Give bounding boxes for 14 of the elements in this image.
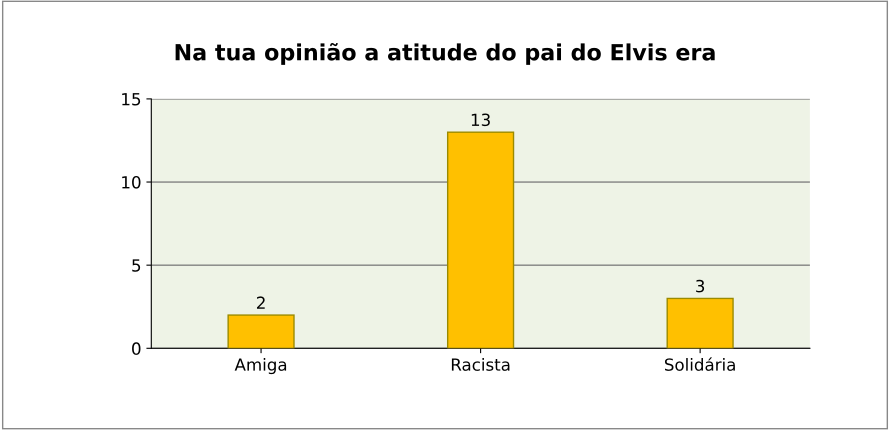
data-label: 3 (696, 280, 704, 292)
bar (446, 131, 514, 348)
y-tick-label: 10 (122, 176, 140, 189)
chart-title: Na tua opinião a atitude do pai do Elvis era (176, 43, 715, 65)
x-tick-label: Solidária (664, 357, 735, 371)
data-label: 2 (256, 296, 265, 309)
data-label: 13 (472, 114, 490, 126)
x-tick-label: Amiga (234, 358, 286, 374)
y-tick-label: 5 (132, 259, 140, 272)
bar (666, 298, 734, 348)
y-tick-label: 15 (122, 93, 140, 106)
bar (227, 314, 295, 348)
y-tick-label: 0 (132, 342, 140, 355)
x-tick-label: Racista (452, 358, 510, 371)
